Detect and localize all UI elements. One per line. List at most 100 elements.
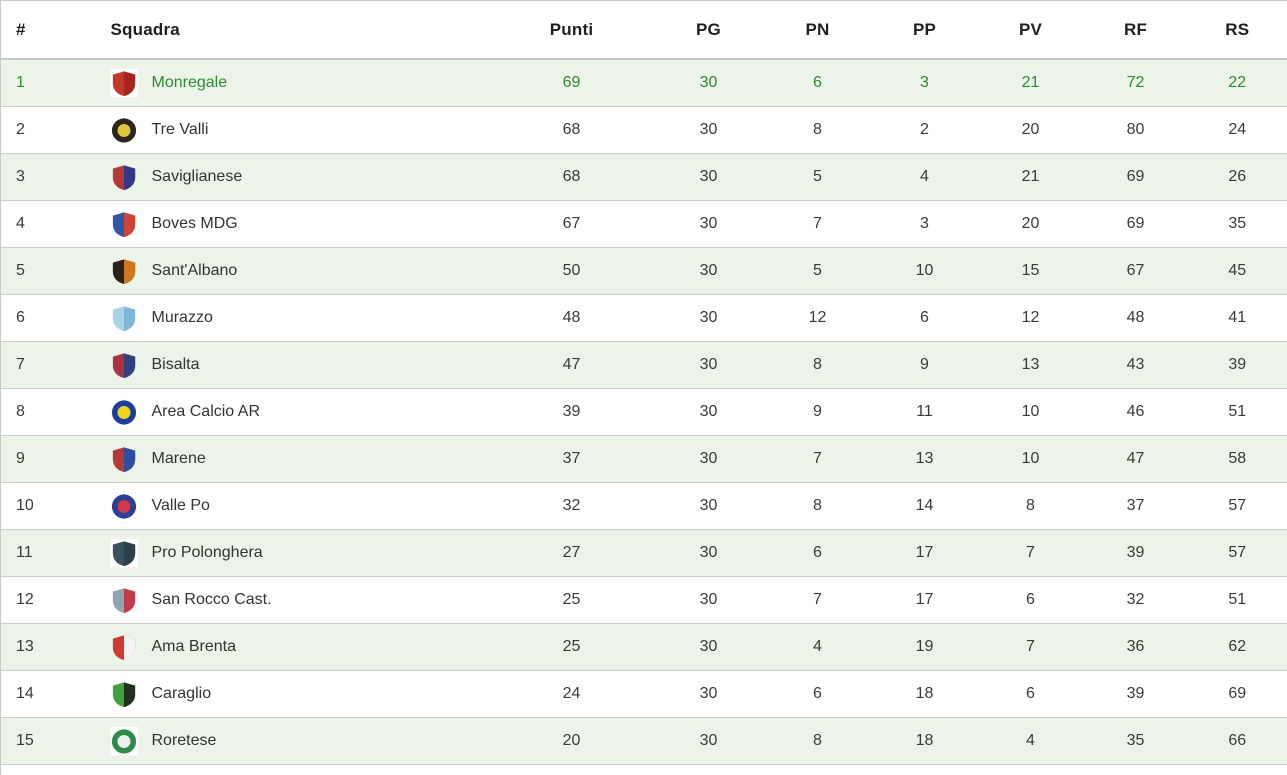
table-row[interactable]: 11 Pro Polonghera bbox=[0, 529, 1287, 577]
team-cell: Pro Polonghera bbox=[95, 529, 490, 577]
bisalta-crest-icon bbox=[111, 351, 138, 379]
team-cell: Saviglianese bbox=[95, 153, 490, 201]
pn-cell: 12 bbox=[763, 294, 872, 342]
murazzo-crest-icon bbox=[111, 304, 138, 332]
rf-cell: 36 bbox=[1083, 623, 1188, 671]
pp-cell: 14 bbox=[871, 482, 978, 530]
table-row[interactable]: 9 Marene 37 bbox=[0, 435, 1287, 483]
table-row[interactable]: 2 Tre Valli bbox=[0, 106, 1287, 154]
pn-cell: 6 bbox=[763, 58, 872, 107]
pn-cell: 8 bbox=[763, 482, 872, 530]
punti-cell: 32 bbox=[489, 482, 654, 530]
column-header-rf: RF bbox=[1083, 0, 1188, 60]
pp-cell: 18 bbox=[871, 670, 978, 718]
pg-cell: 30 bbox=[653, 106, 764, 154]
table-row[interactable]: 1 Monregale bbox=[0, 58, 1287, 107]
pn-cell: 8 bbox=[763, 106, 872, 154]
rf-cell: 32 bbox=[1083, 576, 1188, 624]
table-row[interactable]: 15 Roretese bbox=[0, 717, 1287, 765]
rf-pv-cell: 13 bbox=[977, 341, 1084, 389]
rf-cell: 39 bbox=[1083, 529, 1188, 577]
pn-cell: 4 bbox=[763, 623, 872, 671]
punti-cell: 50 bbox=[489, 247, 654, 295]
pn-cell: 7 bbox=[763, 435, 872, 483]
team-name: Pro Polonghera bbox=[151, 544, 263, 561]
rank-cell: 4 bbox=[0, 200, 96, 248]
table-row[interactable]: 4 Boves MDG bbox=[0, 200, 1287, 248]
rf-pv-cell: 7 bbox=[977, 529, 1084, 577]
pp-cell: 20 bbox=[871, 764, 978, 775]
table-row[interactable]: 12 San Rocco Cast. bbox=[0, 576, 1287, 624]
table-row[interactable]: 5 Sant'Albano bbox=[0, 247, 1287, 295]
pg-cell: 30 bbox=[653, 200, 764, 248]
table-row[interactable]: 13 Ama Brenta bbox=[0, 623, 1287, 671]
punti-cell: 27 bbox=[489, 529, 654, 577]
column-header-pg: PG bbox=[653, 0, 764, 60]
team-name: Ama Brenta bbox=[151, 638, 236, 655]
column-header-pp: PP bbox=[871, 0, 978, 60]
table-row[interactable]: 16 Montatese bbox=[0, 764, 1287, 775]
punti-cell: 37 bbox=[489, 435, 654, 483]
boves-mdg-crest-icon bbox=[111, 210, 138, 238]
pn-cell: 9 bbox=[763, 388, 872, 436]
ama-brenta-crest-icon bbox=[111, 633, 138, 661]
table-row[interactable]: 14 Caraglio bbox=[0, 670, 1287, 718]
rf-cell: 69 bbox=[1083, 200, 1188, 248]
table-row[interactable]: 10 Valle Po bbox=[0, 482, 1287, 530]
team-cell: Murazzo bbox=[95, 294, 490, 342]
rs-cell: 41 bbox=[1187, 294, 1287, 342]
column-header-pv: PV bbox=[977, 0, 1084, 60]
rank-cell: 1 bbox=[0, 58, 96, 107]
punti-cell: 24 bbox=[489, 670, 654, 718]
table-row[interactable]: 3 Saviglianese bbox=[0, 153, 1287, 201]
table-row[interactable]: 6 Murazzo 48 bbox=[0, 294, 1287, 342]
punti-cell: 68 bbox=[489, 153, 654, 201]
team-cell: Roretese bbox=[95, 717, 490, 765]
rs-cell: 69 bbox=[1187, 670, 1287, 718]
punti-cell: 20 bbox=[489, 717, 654, 765]
rank-cell: 11 bbox=[0, 529, 96, 577]
pg-cell: 30 bbox=[653, 294, 764, 342]
rf-pv-cell: 12 bbox=[977, 294, 1084, 342]
team-cell: San Rocco Cast. bbox=[95, 576, 490, 624]
pg-cell: 30 bbox=[653, 764, 764, 775]
pg-cell: 30 bbox=[653, 576, 764, 624]
table-row[interactable]: 7 Bisalta 47 bbox=[0, 341, 1287, 389]
san-rocco-cast-crest-icon bbox=[111, 586, 138, 614]
rf-pv-cell: 21 bbox=[977, 58, 1084, 107]
pg-cell: 30 bbox=[653, 388, 764, 436]
team-wrap: San Rocco Cast. bbox=[96, 586, 490, 614]
punti-cell: 25 bbox=[489, 623, 654, 671]
rs-cell: 57 bbox=[1187, 482, 1287, 530]
area-calcio-ar-crest-icon bbox=[111, 398, 138, 426]
pp-cell: 17 bbox=[871, 576, 978, 624]
rank-cell: 5 bbox=[0, 247, 96, 295]
punti-cell: 47 bbox=[489, 341, 654, 389]
sant-albano-crest-icon bbox=[111, 257, 138, 285]
team-wrap: Murazzo bbox=[96, 304, 490, 332]
rs-cell: 57 bbox=[1187, 529, 1287, 577]
marene-crest-icon bbox=[111, 445, 138, 473]
team-wrap: Sant'Albano bbox=[96, 257, 490, 285]
rank-cell: 6 bbox=[0, 294, 96, 342]
team-cell: Caraglio bbox=[95, 670, 490, 718]
table-row[interactable]: 8 Area Calcio AR bbox=[0, 388, 1287, 436]
pg-cell: 30 bbox=[653, 247, 764, 295]
column-header-pn: PN bbox=[763, 0, 872, 60]
pp-cell: 19 bbox=[871, 623, 978, 671]
team-wrap: Bisalta bbox=[96, 351, 490, 379]
rs-cell: 62 bbox=[1187, 623, 1287, 671]
team-name: Caraglio bbox=[151, 685, 212, 702]
rf-cell: 67 bbox=[1083, 247, 1188, 295]
rank-cell: 10 bbox=[0, 482, 96, 530]
rf-pv-cell: 4 bbox=[977, 764, 1084, 775]
valle-po-crest-icon bbox=[111, 492, 138, 520]
team-cell: Marene bbox=[95, 435, 490, 483]
pn-cell: 6 bbox=[763, 670, 872, 718]
rf-pv-cell: 8 bbox=[977, 482, 1084, 530]
team-name: Marene bbox=[151, 450, 206, 467]
team-name: Monregale bbox=[151, 74, 228, 91]
team-cell: Boves MDG bbox=[95, 200, 490, 248]
team-name: Saviglianese bbox=[151, 168, 243, 185]
